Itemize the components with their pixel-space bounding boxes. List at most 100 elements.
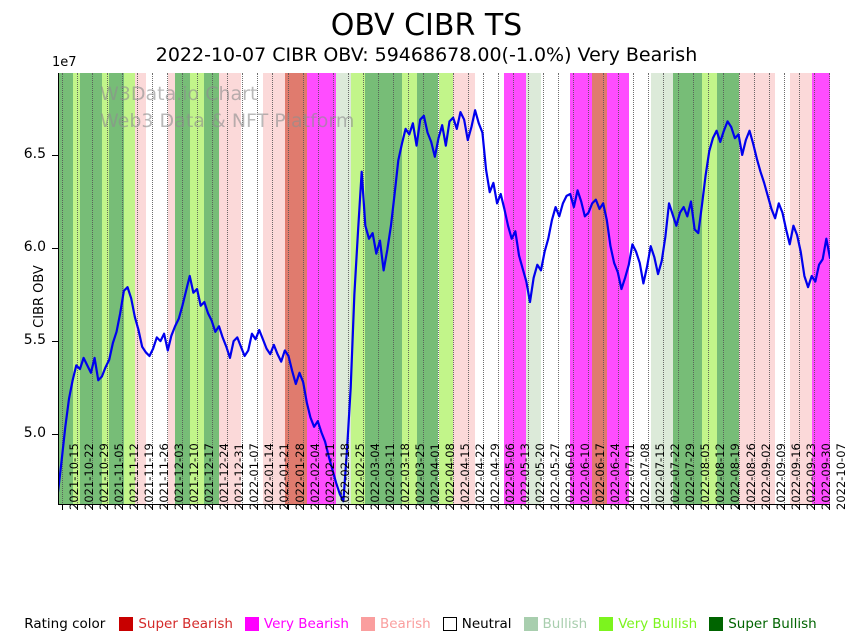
x-axis-tick <box>588 505 590 510</box>
x-axis-tick <box>783 505 785 510</box>
x-axis-tick <box>813 505 815 510</box>
legend-label: Super Bearish <box>138 616 233 632</box>
y-axis-tick <box>52 248 58 250</box>
rating-band <box>204 73 219 505</box>
x-axis-tick <box>227 505 229 510</box>
legend-swatch <box>442 617 457 631</box>
x-axis-tick <box>678 505 680 510</box>
x-axis-tick <box>212 505 214 510</box>
rating-band <box>526 73 541 505</box>
x-axis-tick <box>137 505 139 510</box>
x-axis-tick <box>437 505 439 510</box>
rating-band <box>262 73 285 505</box>
rating-band <box>240 73 263 505</box>
legend-item[interactable]: Bullish <box>523 616 587 632</box>
obv-line-path <box>58 109 830 503</box>
rating-band <box>475 73 505 505</box>
legend-swatch <box>119 617 134 631</box>
gridline <box>212 73 214 505</box>
rating-band <box>167 73 176 505</box>
x-axis-label: 2021-10-15 <box>67 443 81 510</box>
rating-band <box>650 73 673 505</box>
x-axis-label: 2022-01-14 <box>262 443 277 510</box>
rating-band <box>134 73 146 505</box>
gridline <box>62 73 63 505</box>
legend-item[interactable]: Very Bullish <box>599 616 697 632</box>
x-axis-label: 2021-11-05 <box>112 443 127 510</box>
x-axis-tick <box>618 505 620 510</box>
gridline <box>77 73 79 505</box>
x-axis-label: 2022-06-24 <box>608 443 623 510</box>
y-axis-line <box>58 73 59 505</box>
legend-item[interactable]: Super Bullish <box>709 616 817 632</box>
gridline <box>332 73 334 505</box>
legend-label: Very Bearish <box>263 616 349 632</box>
rating-band <box>145 73 168 505</box>
x-axis-label: 2022-05-20 <box>533 443 548 510</box>
x-axis-tick <box>768 505 770 510</box>
x-axis-label: 2022-03-11 <box>382 443 397 510</box>
x-axis-tick <box>407 505 409 510</box>
x-axis-tick <box>302 505 304 510</box>
x-axis-tick <box>452 505 454 510</box>
legend-item[interactable]: Neutral <box>442 616 512 632</box>
y-axis-label: 5.5 <box>23 332 46 349</box>
rating-band <box>775 73 790 505</box>
x-axis-label: 2022-02-25 <box>352 443 367 510</box>
rating-band <box>401 73 417 505</box>
x-axis-tick <box>362 505 364 510</box>
x-axis-label: 2022-05-13 <box>518 443 533 510</box>
gridline <box>768 73 770 505</box>
gridline <box>347 73 349 505</box>
x-axis-label: 2022-10-07 <box>833 443 848 510</box>
gridline <box>407 73 409 505</box>
chart-title: OBV CIBR TS <box>330 8 523 43</box>
x-axis-label: 2022-08-12 <box>713 443 728 510</box>
gridline <box>167 73 169 505</box>
gridline <box>813 73 815 505</box>
gridline <box>272 73 274 505</box>
x-axis-label: 2022-01-28 <box>292 443 307 510</box>
rating-band <box>218 73 241 505</box>
legend-item[interactable]: Very Bearish <box>244 616 349 632</box>
legend-item[interactable]: Super Bearish <box>119 616 233 632</box>
y-axis-title: CIBR OBV <box>31 265 47 328</box>
x-axis-label: 2022-06-03 <box>563 443 578 510</box>
x-axis-tick <box>497 505 499 510</box>
x-axis-label: 2022-04-15 <box>457 443 472 510</box>
x-axis-tick <box>392 505 394 510</box>
gridline <box>287 73 289 505</box>
rating-band <box>716 73 739 505</box>
x-axis-tick <box>723 505 725 510</box>
legend-swatch <box>244 617 259 631</box>
gridline <box>558 73 560 505</box>
chart-subtitle: 2022-10-07 CIBR OBV: 59468678.00(-1.0%) … <box>155 44 698 66</box>
x-axis-tick <box>708 505 710 510</box>
x-axis-tick <box>62 505 63 510</box>
x-axis-label: 2021-11-26 <box>157 443 172 510</box>
x-axis-label: 2022-04-08 <box>442 443 457 510</box>
x-axis-tick <box>693 505 695 510</box>
rating-band <box>72 73 80 505</box>
x-axis-label: 2021-10-29 <box>97 443 112 510</box>
x-axis-tick <box>828 505 830 510</box>
x-axis-label: 2022-08-19 <box>728 443 743 510</box>
gridline <box>107 73 109 505</box>
x-axis-tick <box>377 505 379 510</box>
x-axis-label: 2022-06-10 <box>578 443 593 510</box>
legend-item[interactable]: Bearish <box>360 616 431 632</box>
x-axis-tick <box>347 505 349 510</box>
y-axis-label: 5.0 <box>23 425 46 442</box>
gridline <box>317 73 319 505</box>
rating-band <box>540 73 571 505</box>
rating-band <box>504 73 527 505</box>
x-axis-label: 2022-03-04 <box>367 443 382 510</box>
x-axis-label: 2022-04-22 <box>472 443 487 510</box>
gridline <box>543 73 545 505</box>
x-axis-label: 2022-08-26 <box>743 443 758 510</box>
gridline <box>467 73 469 505</box>
legend-swatch <box>523 617 538 631</box>
gridlines-layer <box>58 73 830 505</box>
x-axis-tick <box>152 505 154 510</box>
